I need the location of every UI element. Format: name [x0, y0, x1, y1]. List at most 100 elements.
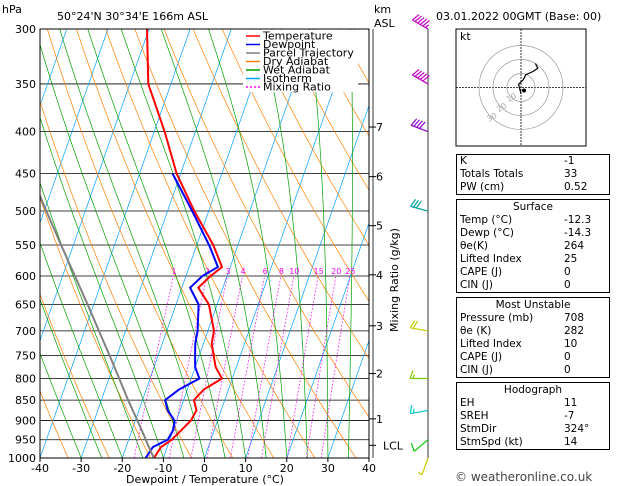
- hodograph-ring-label: 20: [495, 101, 508, 114]
- km-tick-label: 4: [376, 269, 383, 282]
- barb-half-flag: [412, 374, 416, 379]
- mixing-ratio-axis-label: Mixing Ratio (g/kg): [388, 228, 401, 332]
- hodograph-ring-label: 30: [485, 111, 498, 124]
- index-row: PW (cm) 0.52: [457, 181, 610, 195]
- barb-flag: [409, 405, 413, 414]
- mixing-ratio-line: [190, 275, 228, 458]
- dry-adiabat-line: [40, 390, 69, 458]
- most-unstable-label: Pressure (mb): [460, 312, 534, 324]
- index-row: K -1: [457, 155, 610, 169]
- isotherm-line: [40, 29, 150, 342]
- isotherm-line: [163, 29, 314, 458]
- hodograph-table: Hodograph EH 11 SREH -7 StmDir 324° StmSpd (kt…: [456, 382, 610, 450]
- km-tick-label: 7: [376, 121, 383, 134]
- most-unstable-row: CIN (J) 0: [457, 364, 610, 378]
- isotherm-line: [40, 29, 191, 458]
- most-unstable-row: θe (K) 282: [457, 325, 610, 338]
- most-unstable-value: 10: [564, 338, 578, 350]
- surface-value: 25: [564, 253, 578, 265]
- wind-barb: [410, 199, 429, 212]
- most-unstable-row: CAPE (J) 0: [457, 351, 610, 364]
- most-unstable-row: Pressure (mb) 708: [457, 312, 610, 325]
- barb-staff: [410, 205, 429, 212]
- hodograph-ring-label: 10: [505, 91, 518, 104]
- mixing-ratio-line: [305, 275, 337, 458]
- hodograph-ring: [492, 59, 550, 116]
- wet-adiabat-line: [40, 298, 103, 458]
- legend-label: Parcel Trajectory: [263, 47, 354, 60]
- surface-label: Temp (°C): [460, 214, 513, 226]
- barb-flag: [419, 73, 428, 80]
- pressure-tick-label: 550: [15, 239, 36, 252]
- isotherm-line: [40, 29, 68, 107]
- mixing-ratio-line: [261, 275, 295, 458]
- barb-flag: [414, 15, 422, 22]
- dry-adiabat-line: [40, 196, 151, 458]
- legend-label: Dewpoint: [263, 38, 316, 51]
- wind-barb: [410, 118, 429, 133]
- barb-flag: [412, 69, 420, 76]
- dry-adiabat-line: [47, 29, 234, 458]
- surface-table: Surface Temp (°C) -12.3 Dewp (°C) -14.3 θe(K…: [456, 199, 610, 293]
- barb-flag: [419, 121, 426, 129]
- barb-flag: [415, 200, 422, 209]
- legend-label: Temperature: [262, 30, 333, 43]
- x-axis-label: Dewpoint / Temperature (°C): [126, 473, 284, 486]
- mixing-ratio-label: 20: [331, 267, 341, 276]
- dry-adiabat-line: [40, 293, 110, 458]
- wet-adiabat-line: [40, 116, 164, 458]
- barb-flag: [417, 72, 425, 79]
- pressure-tick-label: 500: [15, 205, 36, 218]
- mixing-ratio-label: 2: [205, 267, 210, 276]
- hodograph-value: 14: [564, 436, 578, 448]
- wet-adiabat-line: [40, 241, 123, 458]
- x-tick-label: -10: [154, 462, 172, 475]
- location-title: 50°24'N 30°34'E 166m ASL: [57, 10, 209, 23]
- km-tick-label: 1: [376, 413, 383, 426]
- dry-adiabat-line: [40, 100, 192, 458]
- km-tick-label: 5: [376, 220, 383, 233]
- x-tick-label: -20: [113, 462, 131, 475]
- mixing-ratio-label: 6: [263, 267, 268, 276]
- barb-flag: [413, 119, 420, 127]
- wind-barb: [412, 69, 430, 85]
- barb-flag: [422, 75, 430, 82]
- series-temperature: [146, 29, 224, 458]
- mixing-ratio-line: [286, 275, 319, 458]
- pressure-tick-label: 300: [15, 23, 36, 36]
- hodograph-row: EH 11: [457, 397, 610, 410]
- legend-label: Mixing Ratio: [263, 81, 331, 94]
- index-label: Totals Totals: [460, 168, 524, 180]
- barb-half-flag: [412, 408, 415, 414]
- surface-label: CAPE (J): [460, 266, 503, 278]
- index-label: K: [460, 155, 467, 167]
- index-label: PW (cm): [460, 181, 505, 193]
- most-unstable-label: Lifted Index: [460, 338, 522, 350]
- pressure-tick-label: 600: [15, 270, 36, 283]
- hpa-label: hPa: [2, 3, 22, 16]
- index-value: -1: [564, 155, 575, 167]
- barb-staff: [421, 457, 429, 476]
- x-tick-label: -30: [72, 462, 90, 475]
- barb-flag: [409, 320, 416, 329]
- indices-panel: K -1 Totals Totals 33 PW (cm) 0.52 Surface Te…: [456, 154, 626, 450]
- hodograph-label: StmDir: [460, 423, 497, 435]
- barb-flag: [416, 120, 423, 128]
- pressure-tick-label: 950: [15, 434, 36, 447]
- most-unstable-label: CAPE (J): [460, 351, 503, 363]
- wet-adiabat-line: [348, 29, 353, 458]
- isotherm-line: [121, 29, 273, 458]
- wet-adiabat-line: [160, 29, 267, 458]
- x-tick-label: 0: [201, 462, 208, 475]
- isotherm-line: [245, 104, 369, 458]
- x-tick-label: 20: [280, 462, 294, 475]
- mixing-ratio-label: 10: [289, 267, 299, 276]
- wind-barb: [409, 405, 429, 415]
- wet-adiabat-line: [368, 448, 369, 458]
- indices-table: K -1 Totals Totals 33 PW (cm) 0.52: [456, 154, 610, 195]
- isotherm-line: [204, 29, 355, 458]
- dry-adiabat-line: [134, 29, 357, 458]
- legend-box: [243, 30, 358, 92]
- most-unstable-row: Lifted Index 10: [457, 338, 610, 351]
